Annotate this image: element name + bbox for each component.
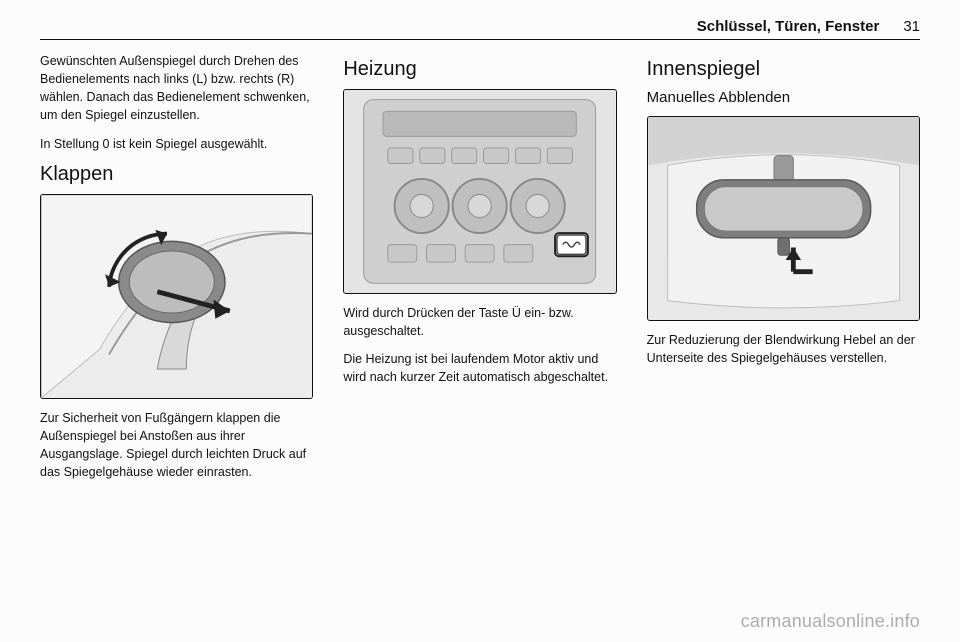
interior-mirror-illustration [648,117,919,320]
watermark: carmanualsonline.info [741,611,920,632]
column-1: Gewünschten Außenspiegel durch Drehen de… [40,52,313,491]
heading-klappen: Klappen [40,163,313,186]
column-3: Innenspiegel Manuelles Abblenden [647,52,920,491]
dimming-lever-text: Zur Reduzierung der Blendwirkung Hebel a… [647,331,920,367]
page-header: Schlüssel, Türen, Fenster 31 [40,18,920,40]
heating-toggle-text: Wird durch Drücken der Taste Ü ein- bzw.… [343,304,616,340]
chapter-title: Schlüssel, Türen, Fenster [697,18,880,35]
mirror-select-text: Gewünschten Außenspiegel durch Drehen de… [40,52,313,125]
folding-mirror-illustration [41,195,312,398]
figure-interior-mirror [647,116,920,321]
content-columns: Gewünschten Außenspiegel durch Drehen de… [40,52,920,491]
heading-heizung: Heizung [343,58,616,81]
heading-innenspiegel: Innenspiegel [647,58,920,81]
figure-folding-mirror [40,194,313,399]
heading-manuelles-abblenden: Manuelles Abblenden [647,89,920,106]
heating-panel-illustration [344,90,615,293]
column-2: Heizung [343,52,616,491]
manual-page: Schlüssel, Türen, Fenster 31 Gewünschten… [0,0,960,642]
mirror-zero-text: In Stellung 0 ist kein Spiegel ausgewähl… [40,135,313,153]
heating-auto-off-text: Die Heizung ist bei laufendem Motor akti… [343,350,616,386]
figure-heating-panel [343,89,616,294]
page-number: 31 [903,18,920,35]
folding-mirror-text: Zur Sicherheit von Fußgängern klappen di… [40,409,313,482]
